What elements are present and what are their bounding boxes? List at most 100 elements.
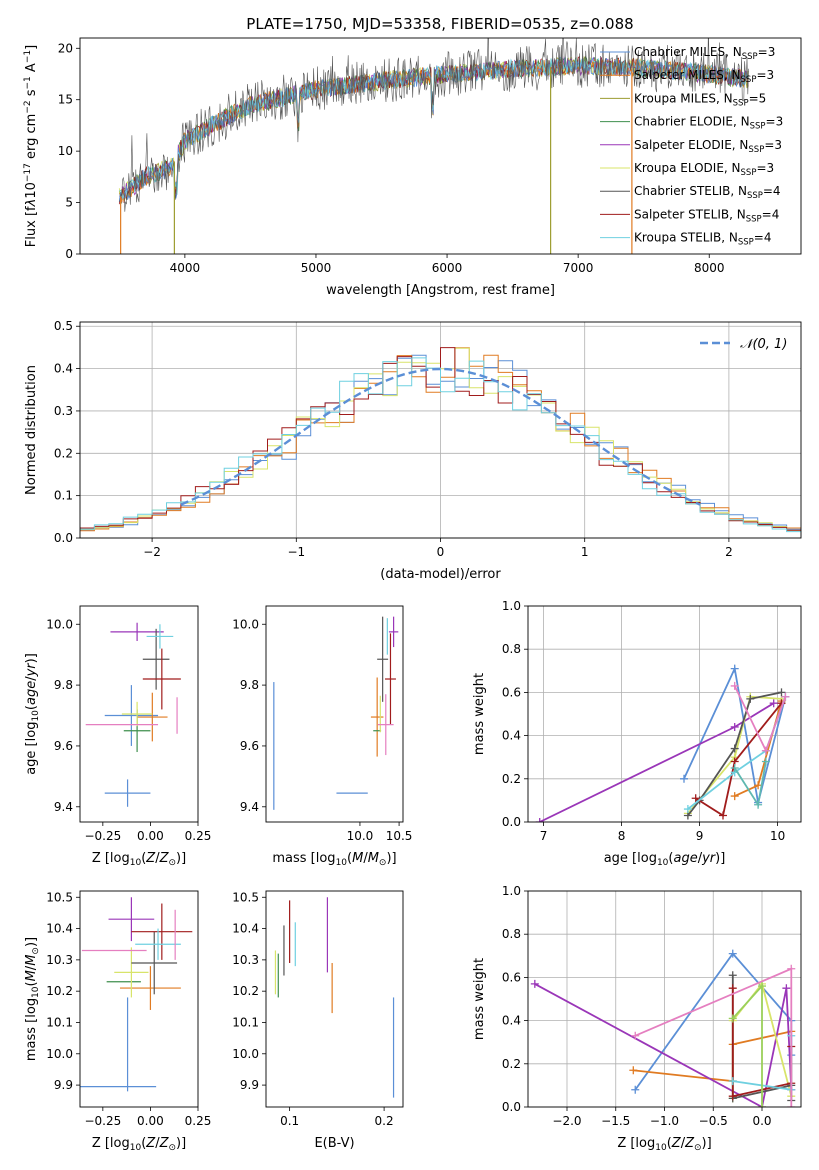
age_vs_Z-axes (76, 623, 199, 826)
spectrum-xlabel: wavelength [Angstrom, rest frame] (326, 283, 555, 298)
weight_vs_Z-point (728, 984, 737, 993)
spectrum-series-group (118, 38, 749, 254)
age_vs_mass-ytick-label: 9.6 (240, 739, 259, 753)
weight_vs_age-point (535, 818, 544, 822)
weight_vs_Z-ytick-label: 0.0 (502, 1100, 521, 1114)
weight_vs_age-xtick-label: 9 (696, 829, 704, 843)
weight_vs_age-point (730, 681, 739, 690)
weight_vs_Z-point (728, 1077, 737, 1086)
spectrum-ytick-label: 0 (65, 247, 73, 261)
age_vs_mass-xlabel: mass [log10(M/M⊙)] (272, 851, 396, 868)
mass_vs_Z-ytick-label: 10.2 (46, 984, 73, 998)
spectrum-legend-label: Chabrier STELIB, NSSP=4 (634, 184, 781, 201)
mass_vs_Z-axes (76, 896, 199, 1111)
weight_vs_age-xtick-label: 10 (770, 829, 785, 843)
mass_vs_Z-ytick-label: 10.3 (46, 953, 73, 967)
spectrum-axes (76, 47, 710, 258)
weight_vs_Z-point (758, 1103, 766, 1107)
weight_vs_Z-ytick-label: 0.6 (502, 970, 521, 984)
weight_vs_Z-ytick-label: 1.0 (502, 884, 521, 898)
weight_vs_age-xtick-label: 8 (618, 829, 626, 843)
weight_vs_age-point (761, 757, 770, 766)
age_vs_Z-ytick-label: 9.6 (54, 739, 73, 753)
weight_vs_age-point (730, 664, 739, 673)
residuals-ytick-label: 0.5 (54, 319, 73, 333)
weight_vs_Z-point (728, 971, 737, 980)
weight_vs_age-ytick-label: 0.4 (502, 729, 521, 743)
mass_vs_Z-xtick-label: 0.25 (185, 1114, 212, 1128)
weight_vs_age-xtick-label: 7 (540, 829, 548, 843)
spectrum-legend-label: Salpeter MILES, NSSP=3 (634, 68, 774, 85)
spectrum-legend-label: Salpeter ELODIE, NSSP=3 (634, 138, 782, 155)
age_vs_mass-ytick-label: 9.4 (240, 800, 259, 814)
residuals-series-group (80, 347, 801, 533)
weight_vs_age-series-group (535, 664, 790, 822)
weight_vs_Z-series-line (534, 983, 793, 1107)
age_vs_mass-axes (262, 623, 400, 826)
weight_vs_Z-point (728, 1014, 737, 1023)
mass_vs_ebv-frame (265, 890, 404, 1108)
age_vs_Z-ylabel: age [log10(age/yr)] (24, 653, 41, 775)
mass_vs_ebv-xtick-label: 0.2 (375, 1114, 394, 1128)
spectrum-ytick-label: 20 (58, 41, 73, 55)
spectrum-ytick-label: 10 (58, 144, 73, 158)
mass_vs_Z-ytick-label: 10.5 (46, 890, 73, 904)
weight_vs_Z-point (728, 1092, 737, 1101)
mass_vs_Z-frame (79, 890, 199, 1108)
weight_vs_Z-point (629, 1066, 638, 1075)
spectrum-legend-label: Kroupa STELIB, NSSP=4 (634, 231, 772, 248)
age_vs_Z-frame (79, 605, 199, 823)
spectrum-legend-label: Kroupa MILES, NSSP=5 (634, 91, 766, 108)
spectrum-xtick-label: 7000 (563, 261, 594, 275)
spectrum-series-chabrier-stelib (119, 38, 749, 212)
weight_vs_age-ylabel: mass weight (472, 673, 487, 755)
weight_vs_Z-xtick-label: −2.0 (552, 1114, 581, 1128)
spectrum-ylabel: Flux [fλ10−17 erg cm−2 s−1 A−1] (23, 45, 39, 247)
weight_vs_Z-point (787, 964, 796, 973)
spectrum-legend-label: Kroupa ELODIE, NSSP=3 (634, 161, 774, 178)
weight_vs_Z-xtick-label: −0.5 (699, 1114, 728, 1128)
age_vs_Z-xlabel: Z [log10(Z/Z⊙)] (92, 851, 186, 868)
mass_vs_Z-ytick-label: 9.9 (54, 1078, 73, 1092)
residuals-xtick-label: −2 (143, 545, 161, 559)
weight_vs_age-series-line (539, 702, 775, 822)
mass_vs_ebv-axes (262, 896, 385, 1111)
weight_vs_Z-ylabel: mass weight (472, 958, 487, 1040)
mass_vs_Z-points (80, 897, 193, 1092)
weight_vs_age-point (777, 688, 786, 697)
weight_vs_age-point (730, 792, 739, 801)
residuals-xtick-label: 1 (581, 545, 589, 559)
weight_vs_age-ytick-label: 0.6 (502, 685, 521, 699)
weight_vs_age-xlabel: age [log10(age/yr)] (604, 851, 726, 868)
residuals-ytick-label: 0.0 (54, 531, 73, 545)
spectrum-ytick-label: 5 (65, 196, 73, 210)
mass_vs_ebv-ytick-label: 10.1 (232, 1015, 259, 1029)
age_vs_mass-xtick-label: 10.5 (386, 829, 413, 843)
mass_vs_ebv-xlabel: E(B-V) (314, 1136, 354, 1151)
residuals-xtick-label: 0 (437, 545, 445, 559)
age_vs_mass-frame (265, 605, 404, 823)
weight_vs_Z-point (631, 1085, 640, 1094)
weight_vs_Z-series-line (732, 983, 763, 1107)
weight_vs_age-point (761, 746, 770, 755)
weight_vs_age-point (680, 774, 688, 783)
age_vs_Z-points (85, 622, 181, 807)
age_vs_Z-ytick-label: 9.8 (54, 678, 73, 692)
weight_vs_Z-xtick-label: −1.5 (601, 1114, 630, 1128)
mass_vs_Z-ytick-label: 10.0 (46, 1047, 73, 1061)
age_vs_mass-xtick-label: 10.0 (347, 829, 374, 843)
weight_vs_Z-ytick-label: 0.4 (502, 1014, 521, 1028)
residuals-xlabel: (data-model)/error (380, 567, 501, 582)
weight_vs_Z-point (758, 982, 766, 991)
weight_vs_Z-xlabel: Z [log10(Z/Z⊙)] (617, 1136, 711, 1153)
mass_vs_Z-xtick-label: 0.00 (137, 1114, 164, 1128)
mass_vs_Z-ylabel: mass [log10(M/M⊙)] (24, 937, 41, 1061)
residuals-hist-salpeter-stelib (80, 347, 801, 531)
residuals-axes (76, 322, 801, 542)
mass_vs_ebv-ytick-label: 10.4 (232, 922, 259, 936)
residuals-hist-kroupa-stelib (80, 357, 801, 533)
weight_vs_age-point (691, 794, 700, 803)
age_vs_mass-points (273, 616, 399, 810)
residuals-gaussian-curve (180, 367, 701, 506)
weight_vs_Z-xtick-label: −1.0 (650, 1114, 679, 1128)
